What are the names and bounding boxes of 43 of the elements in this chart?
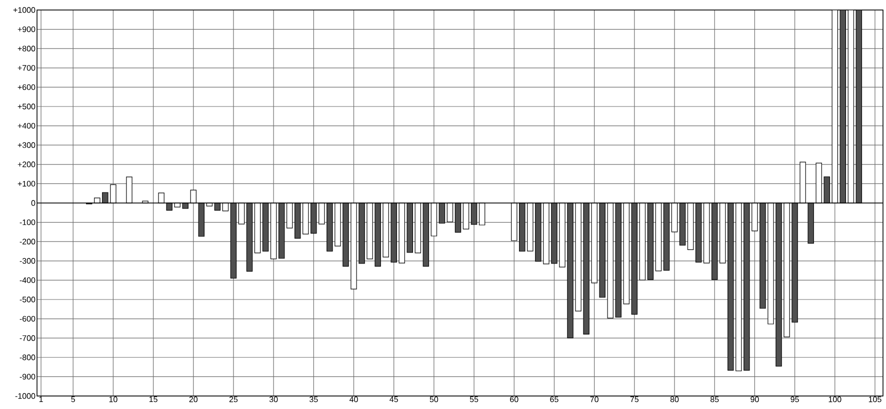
x-tick-label: 80 [670, 396, 679, 402]
x-tick-label: 20 [189, 396, 198, 402]
y-tick-label: -200 [20, 238, 36, 244]
x-tick-label: 95 [790, 396, 799, 402]
y-tick-label: 0 [31, 200, 36, 206]
y-tick-label: -700 [20, 335, 36, 341]
x-tick-label: 100 [828, 396, 842, 402]
x-tick-label: 10 [109, 396, 118, 402]
x-tick-label: 15 [149, 396, 158, 402]
y-tick-label: -900 [20, 374, 36, 380]
x-tick-label: 5 [71, 396, 75, 402]
y-tick-label: -300 [20, 258, 36, 264]
y-tick-label: +400 [18, 122, 36, 129]
y-tick-label: -800 [20, 354, 36, 360]
y-tick-label: +100 [18, 180, 36, 187]
x-tick-label: 85 [710, 396, 719, 402]
y-tick-label: +200 [18, 162, 36, 168]
y-tick-label: -100 [20, 219, 36, 226]
x-tick-label: 35 [310, 396, 318, 402]
x-tick-label: 90 [750, 396, 759, 402]
x-tick-label: 105 [868, 396, 882, 402]
y-tick-label: +1000 [13, 7, 36, 13]
y-tick-label: -1000 [15, 393, 36, 399]
x-tick-label: 45 [390, 396, 398, 402]
y-tick-label: -400 [20, 277, 36, 284]
y-tick-label: +600 [18, 84, 36, 90]
y-tick-label: -600 [20, 316, 36, 322]
y-tick-label: +700 [18, 65, 36, 71]
x-tick-label: 1 [39, 396, 43, 402]
y-tick-label: +300 [18, 142, 36, 148]
x-tick-label: 65 [550, 396, 558, 402]
x-tick-label: 75 [630, 396, 639, 402]
y-tick-label: +500 [18, 104, 36, 110]
x-tick-label: 55 [470, 396, 478, 402]
x-tick-label: 60 [510, 396, 518, 402]
x-tick-label: 40 [349, 396, 358, 402]
x-tick-label: 25 [229, 396, 238, 402]
x-tick-label: 70 [590, 396, 598, 402]
x-tick-label: 30 [269, 396, 278, 402]
y-tick-label: +800 [18, 46, 36, 52]
x-tick-label: 50 [430, 396, 438, 402]
y-tick-label: -500 [20, 296, 36, 302]
y-tick-label: +900 [18, 26, 36, 32]
